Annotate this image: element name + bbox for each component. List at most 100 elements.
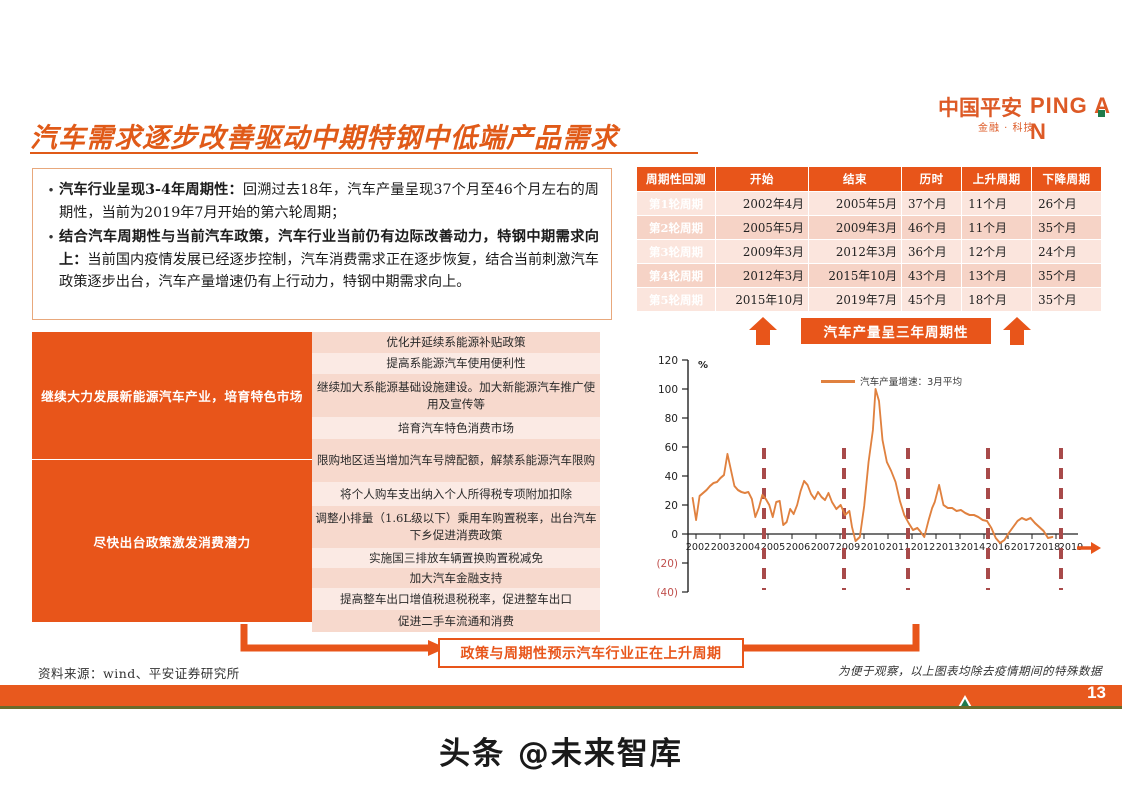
bullet-lead: 结合汽车周期性与当前汽车政策，汽车行业当前仍有边际改善动力，特钢中期需求向上： xyxy=(59,229,599,268)
table-row: 第2轮周期 2005年5月 2009年3月 46个月 11个月 35个月 xyxy=(636,215,1102,240)
col-header-cycle: 周期性回测 xyxy=(636,166,716,192)
footer-bar xyxy=(0,685,1122,706)
cell-end: 2019年7月 xyxy=(807,287,903,312)
cell-up: 12个月 xyxy=(961,239,1033,264)
trend-arrow-icon xyxy=(1077,542,1101,554)
cell-up: 13个月 xyxy=(961,263,1033,288)
svg-text:2009: 2009 xyxy=(836,542,860,553)
col-header-down: 下降周期 xyxy=(1031,166,1102,192)
svg-text:2007: 2007 xyxy=(811,542,835,553)
up-arrow-icon-right xyxy=(1003,317,1031,345)
page-title: 汽车需求逐步改善驱动中期特钢中低端产品需求 xyxy=(30,123,618,154)
cell-start: 2012年3月 xyxy=(714,263,809,288)
logo-english-text: PING AN xyxy=(1030,93,1114,145)
col-header-start: 开始 xyxy=(714,166,809,192)
cycle-table: 周期性回测 开始 结束 历时 上升周期 下降周期 第1轮周期 2002年4月 2… xyxy=(636,166,1102,312)
logo-tagline: 金融 · 科技 xyxy=(978,123,1035,134)
svg-text:2018: 2018 xyxy=(1036,542,1060,553)
svg-text:2002: 2002 xyxy=(686,542,710,553)
cell-cycle: 第2轮周期 xyxy=(636,215,716,240)
policy-item: 将个人购车支出纳入个人所得税专项附加扣除 xyxy=(312,482,600,506)
page-number: 13 xyxy=(1087,683,1106,702)
svg-text:(20): (20) xyxy=(656,558,678,570)
cell-duration: 36个月 xyxy=(901,239,963,264)
table-row: 第4轮周期 2012年3月 2015年10月 43个月 13个月 35个月 xyxy=(636,263,1102,288)
cell-duration: 46个月 xyxy=(901,215,963,240)
policy-group-label-1: 尽快出台政策激发消费潜力 xyxy=(32,460,312,622)
policy-items: 优化并延续系能源补贴政策 提高系能源汽车使用便利性 继续加大系能源基础设施建设。… xyxy=(312,332,600,632)
svg-text:40: 40 xyxy=(665,471,678,483)
bullet-text: 汽车行业呈现3-4年周期性：回溯过去18年，汽车产量呈现37个月至46个月左右的… xyxy=(59,179,599,224)
up-arrow-icon-left xyxy=(749,317,777,345)
production-growth-chart: 汽车产量呈三年周期性 120 100 80 60 xyxy=(636,316,1106,616)
cell-duration: 37个月 xyxy=(901,191,963,216)
svg-text:2016: 2016 xyxy=(986,542,1010,553)
logo-chinese-text: 中国平安 xyxy=(938,96,1022,120)
watermark-text: 头条 @未来智库 xyxy=(439,736,683,772)
cell-start: 2005年5月 xyxy=(714,215,809,240)
bullet-icon: • xyxy=(48,182,54,197)
table-row: 第5轮周期 2015年10月 2019年7月 45个月 18个月 35个月 xyxy=(636,287,1102,312)
cell-cycle: 第3轮周期 xyxy=(636,239,716,264)
svg-text:60: 60 xyxy=(665,442,678,454)
cell-end: 2012年3月 xyxy=(807,239,903,264)
logo-english-label: PING AN xyxy=(1030,93,1111,144)
cell-down: 35个月 xyxy=(1031,263,1102,288)
col-header-end: 结束 xyxy=(807,166,903,192)
policy-item: 限购地区适当增加汽车号牌配额，解禁系能源汽车限购 xyxy=(312,439,600,482)
svg-text:2013: 2013 xyxy=(936,542,960,553)
col-header-duration: 历时 xyxy=(901,166,963,192)
svg-text:2006: 2006 xyxy=(786,542,810,553)
col-header-up: 上升周期 xyxy=(961,166,1033,192)
svg-text:2014: 2014 xyxy=(961,542,985,553)
svg-text:100: 100 xyxy=(658,384,678,396)
svg-text:%: % xyxy=(698,360,708,371)
policy-item: 加大汽车金融支持 xyxy=(312,568,600,588)
svg-text:2003: 2003 xyxy=(711,542,735,553)
cell-duration: 43个月 xyxy=(901,263,963,288)
policy-item: 继续加大系能源基础设施建设。加大新能源汽车推广使用及宣传等 xyxy=(312,374,600,417)
cell-cycle: 第1轮周期 xyxy=(636,191,716,216)
chart-banner: 汽车产量呈三年周期性 xyxy=(801,318,991,344)
bullet-lead: 汽车行业呈现3-4年周期性： xyxy=(59,182,243,198)
bullet-body: 当前国内疫情发展已经逐步控制，汽车消费需求正在逐步恢复，结合当前刺激汽车政策逐步… xyxy=(59,251,599,291)
bullet-icon: • xyxy=(48,229,54,244)
svg-text:(40): (40) xyxy=(656,587,678,599)
table-row: 第1轮周期 2002年4月 2005年5月 37个月 11个月 26个月 xyxy=(636,191,1102,216)
policy-item: 调整小排量（1.6L级以下）乘用车购置税率，出台汽车下乡促进消费政策 xyxy=(312,506,600,548)
footer-marker-icon xyxy=(957,695,973,709)
policy-item: 提高整车出口增值税退税税率，促进整车出口 xyxy=(312,588,600,610)
svg-text:2005: 2005 xyxy=(761,542,785,553)
cell-end: 2009年3月 xyxy=(807,215,903,240)
cell-end: 2005年5月 xyxy=(807,191,903,216)
chart-plot: 120 100 80 60 40 20 0 (20) (40) % xyxy=(656,355,1101,599)
policy-item: 提高系能源汽车使用便利性 xyxy=(312,353,600,374)
svg-text:2004: 2004 xyxy=(736,542,760,553)
list-item: • 汽车行业呈现3-4年周期性：回溯过去18年，汽车产量呈现37个月至46个月左… xyxy=(43,179,599,224)
policy-item: 实施国三排放车辆置换购置税减免 xyxy=(312,548,600,568)
cell-down: 35个月 xyxy=(1031,215,1102,240)
cell-start: 2002年4月 xyxy=(714,191,809,216)
footer-rule xyxy=(0,706,1122,709)
policy-group-labels: 继续大力发展新能源汽车产业，培育特色市场 尽快出台政策激发消费潜力 xyxy=(32,332,312,622)
chart-legend: 汽车产量增速：3月平均 xyxy=(821,374,962,388)
chart-note: 为便于观察，以上图表均除去疫情期间的特殊数据 xyxy=(838,664,1102,678)
svg-text:0: 0 xyxy=(671,529,678,541)
svg-text:2010: 2010 xyxy=(861,542,885,553)
cell-end: 2015年10月 xyxy=(807,263,903,288)
list-item: • 结合汽车周期性与当前汽车政策，汽车行业当前仍有边际改善动力，特钢中期需求向上… xyxy=(43,226,599,294)
cell-start: 2015年10月 xyxy=(714,287,809,312)
top-margin xyxy=(0,0,1122,18)
bullet-body: 回溯过去18年，汽车产量呈现37个月至46个月左右的周期性，当前为2019年7月… xyxy=(59,182,599,221)
policy-group-label-0: 继续大力发展新能源汽车产业，培育特色市场 xyxy=(32,332,312,459)
title-underline xyxy=(30,152,698,154)
svg-text:80: 80 xyxy=(665,413,678,425)
footer-white-area xyxy=(0,709,1122,793)
cell-up: 18个月 xyxy=(961,287,1033,312)
cell-down: 35个月 xyxy=(1031,287,1102,312)
svg-text:2017: 2017 xyxy=(1011,542,1035,553)
legend-swatch xyxy=(821,379,855,383)
svg-text:120: 120 xyxy=(658,355,678,367)
svg-text:20: 20 xyxy=(665,500,678,512)
